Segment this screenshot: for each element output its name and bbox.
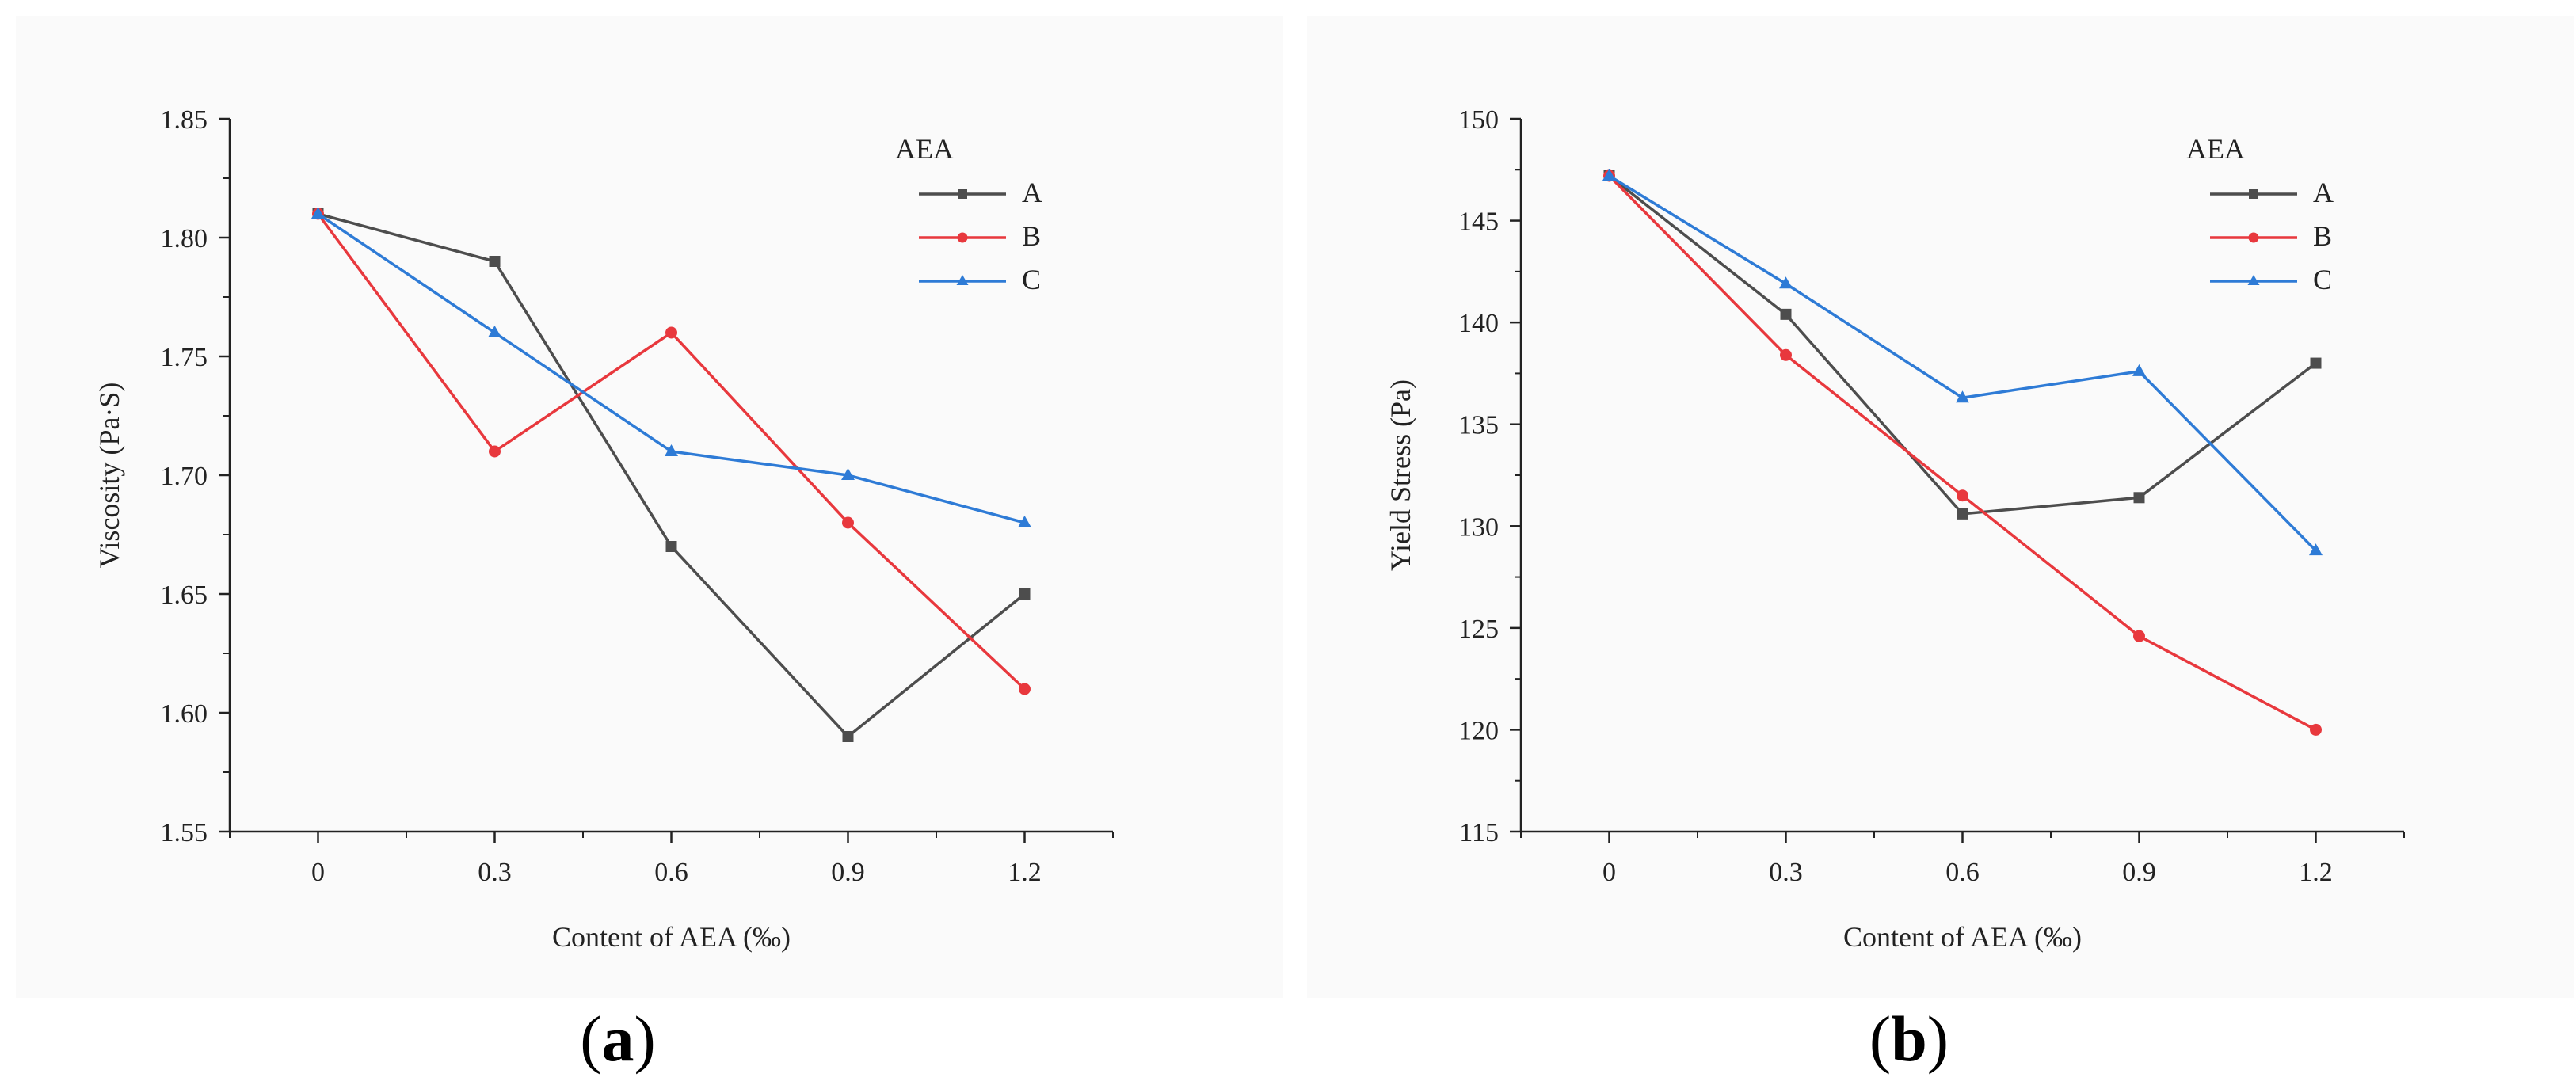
legend-marker-C — [956, 275, 969, 285]
y-tick-label: 115 — [1459, 818, 1499, 847]
y-tick-label: 150 — [1458, 105, 1499, 135]
data-point-A — [489, 256, 501, 267]
y-tick-label: 140 — [1458, 309, 1499, 338]
y-tick-label: 145 — [1458, 208, 1499, 237]
legend: AEA ABC — [2186, 133, 2334, 295]
y-axis-label: Yield Stress (Pa) — [1385, 379, 1416, 571]
y-tick-label: 135 — [1458, 411, 1499, 440]
y-tick-label: 125 — [1458, 615, 1499, 644]
x-tick-label: 0.9 — [2122, 858, 2156, 887]
legend-title: AEA — [2186, 133, 2245, 165]
series-A — [312, 208, 1031, 742]
legend-marker-B — [2248, 232, 2259, 243]
y-tick-label: 1.60 — [161, 699, 208, 729]
series-C — [1602, 169, 2323, 556]
panel-caption-a: (a) — [580, 1003, 656, 1075]
y-tick-label: 1.65 — [161, 581, 208, 610]
yield-stress-chart: 115 120 125 130 135 140 145 150 0 0.3 0.6 0.9 1.2 Con… — [1385, 105, 2405, 953]
legend-item-B: B — [919, 220, 1041, 252]
panel-label-b: b — [1891, 1003, 1927, 1075]
data-point-C — [1018, 516, 1031, 527]
plot-area: 115 120 125 130 135 140 145 150 0 0.3 0.6 0.9 1.2 Con… — [1385, 105, 2405, 953]
y-tick-label: 1.75 — [161, 343, 208, 372]
legend-marker-C — [2247, 275, 2260, 285]
legend-item-C: C — [2210, 264, 2332, 295]
data-point-C — [1956, 390, 1969, 403]
y-tick-label: 1.55 — [161, 818, 208, 847]
series-line-A — [318, 212, 1026, 739]
x-tick-label: 0 — [1602, 858, 1616, 887]
plot-area: 1.55 1.60 1.65 1.70 1.75 1.80 1.85 0 0.3 0.6 0.9 1.… — [93, 105, 1114, 953]
data-point-A — [1957, 508, 1968, 520]
panel-caption-b: (b) — [1869, 1003, 1949, 1075]
viscosity-chart: 1.55 1.60 1.65 1.70 1.75 1.80 1.85 0 0.3 0.6 0.9 1.… — [93, 105, 1114, 953]
x-axis-label: Content of AEA (‰) — [1843, 921, 2082, 953]
x-tick-label: 0.6 — [1945, 858, 1980, 887]
legend-title: AEA — [895, 133, 954, 165]
y-axis-label: Viscosity (Pa·S) — [93, 383, 125, 569]
data-point-A — [2310, 357, 2322, 369]
chart-panel-a: 1.55 1.60 1.65 1.70 1.75 1.80 1.85 0 0.3 0.6 0.9 1.… — [16, 16, 1283, 998]
x-tick-label: 1.2 — [1008, 858, 1042, 887]
x-tick-label: 0.3 — [478, 858, 512, 887]
data-point-B — [489, 445, 501, 458]
y-tick-label: 1.70 — [161, 462, 208, 491]
x-tick-label: 1.2 — [2299, 858, 2333, 887]
x-tick-label: 0.6 — [654, 858, 688, 887]
legend-item-B: B — [2210, 220, 2332, 252]
data-point-B — [665, 326, 677, 339]
x-tick-label: 0.3 — [1769, 858, 1803, 887]
data-point-B — [1957, 489, 1968, 502]
y-tick-label: 130 — [1458, 512, 1499, 542]
legend-label-A: A — [1022, 177, 1042, 208]
data-point-A — [842, 731, 854, 742]
legend-marker-A — [958, 189, 967, 199]
y-tick-label: 1.85 — [161, 105, 208, 135]
data-point-C — [2132, 364, 2146, 376]
legend-label-C: C — [1022, 264, 1041, 295]
legend-label-B: B — [1022, 220, 1041, 252]
legend-item-C: C — [919, 264, 1041, 295]
data-point-B — [842, 516, 854, 529]
data-point-B — [2310, 723, 2322, 736]
data-point-C — [488, 326, 501, 337]
data-point-C — [311, 207, 325, 219]
chart-panel-b: 115 120 125 130 135 140 145 150 0 0.3 0.6 0.9 1.2 Con… — [1307, 16, 2574, 998]
series-B — [1603, 169, 2322, 736]
x-tick-label: 0 — [311, 858, 325, 887]
panel-label-a: a — [601, 1003, 634, 1075]
series-C — [311, 207, 1031, 527]
data-point-A — [2133, 492, 2145, 504]
data-point-A — [1019, 588, 1031, 600]
legend: AEA ABC — [895, 133, 1042, 295]
legend-label-C: C — [2313, 264, 2332, 295]
data-point-C — [1602, 169, 1616, 181]
data-point-A — [665, 541, 677, 552]
x-tick-label: 0.9 — [831, 858, 865, 887]
data-point-C — [2309, 543, 2323, 556]
legend-item-A: A — [919, 177, 1042, 208]
y-tick-label: 1.80 — [161, 224, 208, 253]
legend-marker-A — [2249, 189, 2258, 199]
data-point-B — [1780, 348, 1792, 361]
data-point-B — [1019, 683, 1031, 695]
data-point-C — [841, 468, 855, 480]
data-point-A — [1780, 308, 1792, 320]
legend-label-B: B — [2313, 220, 2332, 252]
y-tick-label: 120 — [1458, 716, 1499, 745]
data-point-C — [1779, 276, 1793, 289]
legend-label-A: A — [2313, 177, 2334, 208]
data-point-C — [665, 444, 678, 456]
x-axis-label: Content of AEA (‰) — [552, 921, 791, 953]
data-point-B — [2133, 630, 2145, 642]
legend-marker-B — [957, 232, 968, 243]
legend-item-A: A — [2210, 177, 2334, 208]
series-line-C — [317, 212, 1025, 524]
series-A — [1603, 170, 2322, 520]
series-line-A — [1608, 174, 2317, 516]
